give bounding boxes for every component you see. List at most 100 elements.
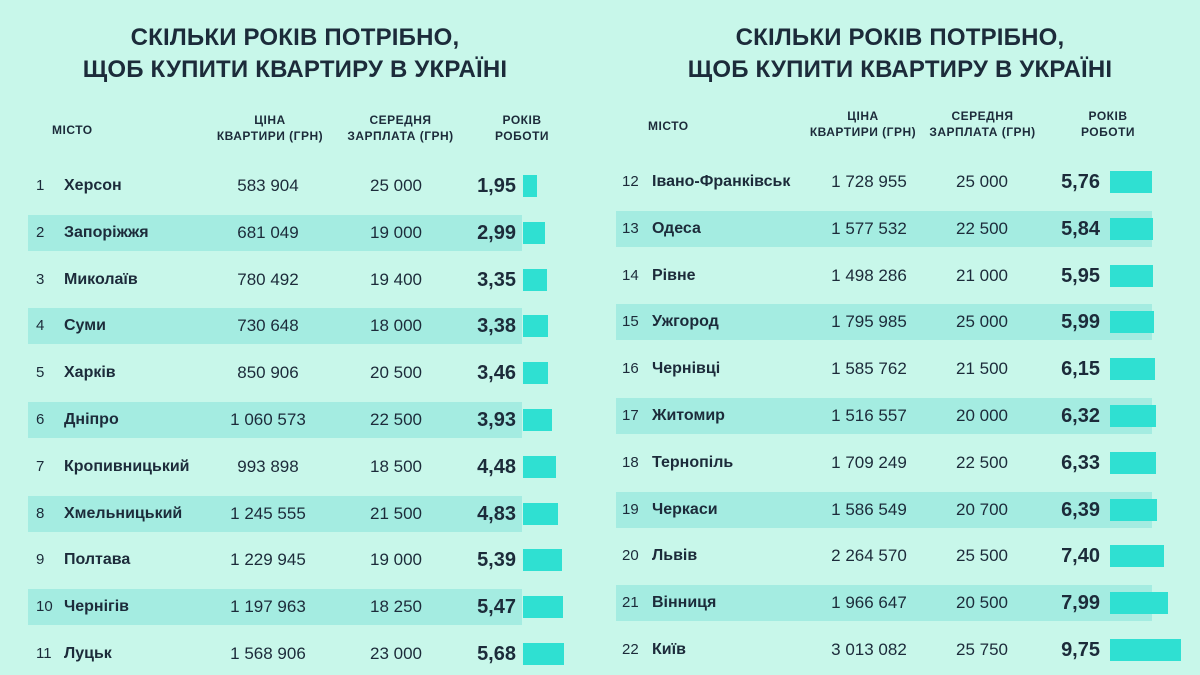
table-row: 8 Хмельницький 1 245 555 21 500 4,83 — [28, 495, 558, 532]
apartment-price: 1 498 286 — [831, 265, 907, 285]
years-bar — [523, 409, 552, 431]
right-title-line1: СКІЛЬКИ РОКІВ ПОТРІБНО, — [735, 24, 1065, 51]
average-salary: 19 400 — [370, 269, 422, 289]
average-salary: 18 000 — [370, 316, 422, 336]
row-number: 1 — [36, 177, 45, 194]
years-bar — [1110, 451, 1156, 474]
city-name: Чернігів — [64, 598, 129, 616]
city-name: Рівне — [652, 266, 696, 284]
table-row: 5 Харків 850 906 20 500 3,46 — [28, 355, 548, 391]
table-row: 3 Миколаїв 780 492 19 400 3,35 — [28, 262, 547, 298]
table-row: 6 Дніпро 1 060 573 22 500 3,93 — [28, 402, 552, 438]
city-name: Херсон — [64, 177, 122, 194]
table-row: 14 Рівне 1 498 286 21 000 5,95 — [616, 258, 1153, 294]
years-of-work: 9,75 — [1061, 639, 1100, 661]
average-salary: 20 000 — [956, 406, 1008, 425]
average-salary: 19 000 — [370, 222, 422, 242]
apartment-price: 1 728 955 — [831, 172, 907, 191]
apartment-price: 1 060 573 — [230, 410, 306, 429]
city-name: Полтава — [64, 551, 131, 569]
right-header-years-line1: РОКІВ — [1088, 109, 1128, 123]
years-bar — [1110, 498, 1157, 521]
table-row: 13 Одеса 1 577 532 22 500 5,84 — [616, 210, 1153, 247]
row-number: 3 — [36, 270, 45, 288]
table-row: 11 Луцьк 1 568 906 23 000 5,68 — [28, 636, 564, 672]
city-name: Луцьк — [64, 645, 112, 662]
city-name: Ужгород — [652, 313, 719, 331]
years-of-work: 5,68 — [477, 643, 516, 665]
years-bar — [1110, 311, 1154, 334]
city-name: Київ — [652, 641, 686, 658]
years-of-work: 1,95 — [477, 175, 516, 197]
years-of-work: 5,99 — [1061, 311, 1100, 334]
row-number: 20 — [622, 547, 639, 565]
average-salary: 18 500 — [370, 456, 422, 476]
average-salary: 19 000 — [370, 550, 422, 570]
city-name: Суми — [64, 317, 106, 335]
table-row: 22 Київ 3 013 082 25 750 9,75 — [616, 632, 1181, 668]
years-of-work: 3,38 — [477, 315, 516, 338]
city-name: Хмельницький — [64, 504, 183, 522]
right-header-city: МІСТО — [648, 119, 689, 133]
city-name: Черкаси — [652, 500, 718, 518]
apartment-price: 1 516 557 — [831, 406, 907, 425]
years-bar — [1110, 545, 1164, 568]
city-name: Житомир — [652, 407, 725, 424]
left-header-price-line1: ЦІНА — [254, 113, 286, 127]
apartment-price: 1 245 555 — [230, 503, 306, 523]
left-header-years: РОКІВ РОБОТИ — [482, 112, 562, 144]
row-number: 10 — [36, 598, 53, 616]
city-name: Кропивницький — [64, 457, 190, 475]
table-row: 20 Львів 2 264 570 25 500 7,40 — [616, 538, 1164, 574]
apartment-price: 1 197 963 — [230, 597, 306, 617]
left-header-price: ЦІНА КВАРТИРИ (ГРН) — [205, 112, 335, 144]
apartment-price: 1 795 985 — [831, 312, 907, 332]
row-number: 9 — [36, 551, 45, 569]
years-of-work: 6,15 — [1061, 358, 1100, 381]
city-name: Одеса — [652, 219, 701, 237]
row-number: 14 — [622, 266, 639, 284]
city-name: Тернопіль — [652, 453, 734, 471]
row-number: 7 — [36, 457, 45, 475]
left-header-salary: СЕРЕДНЯ ЗАРПЛАТА (ГРН) — [338, 112, 463, 144]
right-header-years: РОКІВ РОБОТИ — [1068, 108, 1148, 140]
row-number: 19 — [622, 500, 639, 518]
city-name: Миколаїв — [64, 270, 138, 288]
years-of-work: 4,48 — [477, 455, 516, 478]
years-of-work: 5,84 — [1061, 217, 1100, 240]
row-number: 5 — [36, 364, 45, 382]
row-number: 22 — [622, 641, 639, 658]
city-name: Запоріжжя — [64, 223, 149, 241]
row-number: 4 — [36, 317, 45, 335]
years-of-work: 6,33 — [1061, 451, 1100, 474]
years-of-work: 5,95 — [1061, 264, 1100, 287]
table-row: 10 Чернігів 1 197 963 18 250 5,47 — [28, 589, 563, 626]
right-header-salary-line2: ЗАРПЛАТА (ГРН) — [929, 125, 1036, 139]
apartment-price: 1 966 647 — [831, 593, 907, 613]
apartment-price: 850 906 — [237, 363, 299, 383]
years-of-work: 5,39 — [477, 549, 516, 572]
average-salary: 25 750 — [956, 640, 1008, 659]
table-row: 2 Запоріжжя 681 049 19 000 2,99 — [28, 214, 545, 251]
right-header-price: ЦІНА КВАРТИРИ (ГРН) — [798, 108, 928, 140]
average-salary: 20 700 — [956, 499, 1008, 519]
left-header-years-line1: РОКІВ — [502, 113, 542, 127]
average-salary: 21 500 — [956, 359, 1008, 379]
apartment-price: 681 049 — [237, 222, 299, 242]
years-bar — [1110, 405, 1156, 427]
row-number: 17 — [622, 407, 639, 424]
average-salary: 22 500 — [370, 410, 422, 429]
years-bar — [523, 455, 556, 478]
years-of-work: 4,83 — [477, 502, 516, 525]
row-number: 2 — [36, 223, 45, 241]
table-row: 15 Ужгород 1 795 985 25 000 5,99 — [616, 304, 1154, 341]
apartment-price: 583 904 — [237, 176, 299, 195]
apartment-price: 2 264 570 — [831, 546, 907, 566]
city-name: Івано-Франківськ — [652, 173, 791, 190]
years-bar — [1110, 217, 1153, 240]
years-bar — [523, 549, 562, 572]
table-row: 1 Херсон 583 904 25 000 1,95 — [28, 168, 537, 204]
apartment-price: 780 492 — [237, 269, 299, 289]
average-salary: 23 000 — [370, 644, 422, 663]
years-bar — [1110, 264, 1153, 287]
